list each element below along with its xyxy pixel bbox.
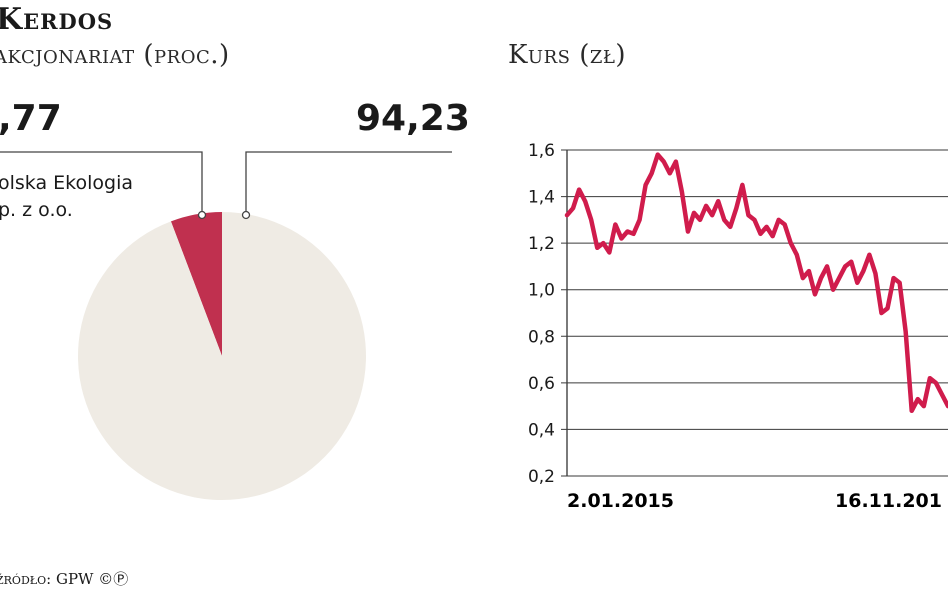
callout-dot [241,210,251,220]
x-tick-label: 2.01.2015 [567,490,674,512]
pie-slice [170,212,222,356]
y-tick-label: 1,0 [528,281,555,301]
pie-slice-label: olska Ekologia [0,172,133,194]
y-tick-label: 0,2 [528,467,555,487]
chart-title: Kerdos [0,2,114,37]
x-tick-label: 16.11.201 [835,490,942,512]
price-line [564,152,948,414]
y-tick-label: 0,6 [528,374,555,394]
callout-line [245,151,452,213]
line-subtitle: Kurs (zł) [508,40,627,70]
pie-subtitle: akcjonariat (proc.) [0,40,230,70]
y-tick-label: 1,4 [528,188,555,208]
pie-value-label: ,77 [0,98,62,139]
pie-chart [77,212,366,500]
callout-line [0,151,203,213]
y-tick-label: 1,2 [528,234,555,254]
y-tick-label: 1,6 [528,141,555,161]
line-chart: 0,2 0,4 0,6 0,8 1,0 1,2 1,4 1,6 2.01.2015 16.11.2… [528,141,948,512]
callout-dot [197,210,207,220]
y-tick-label: 0,8 [528,327,555,347]
pie-value-label: 94,23 [356,98,470,139]
source-note: źródło: GPW ©Ⓟ [0,570,129,588]
pie-callouts [0,151,452,220]
pie-slice-label: p. z o.o. [0,199,73,221]
y-tick-label: 0,4 [528,420,555,440]
pie-slice [77,212,366,500]
